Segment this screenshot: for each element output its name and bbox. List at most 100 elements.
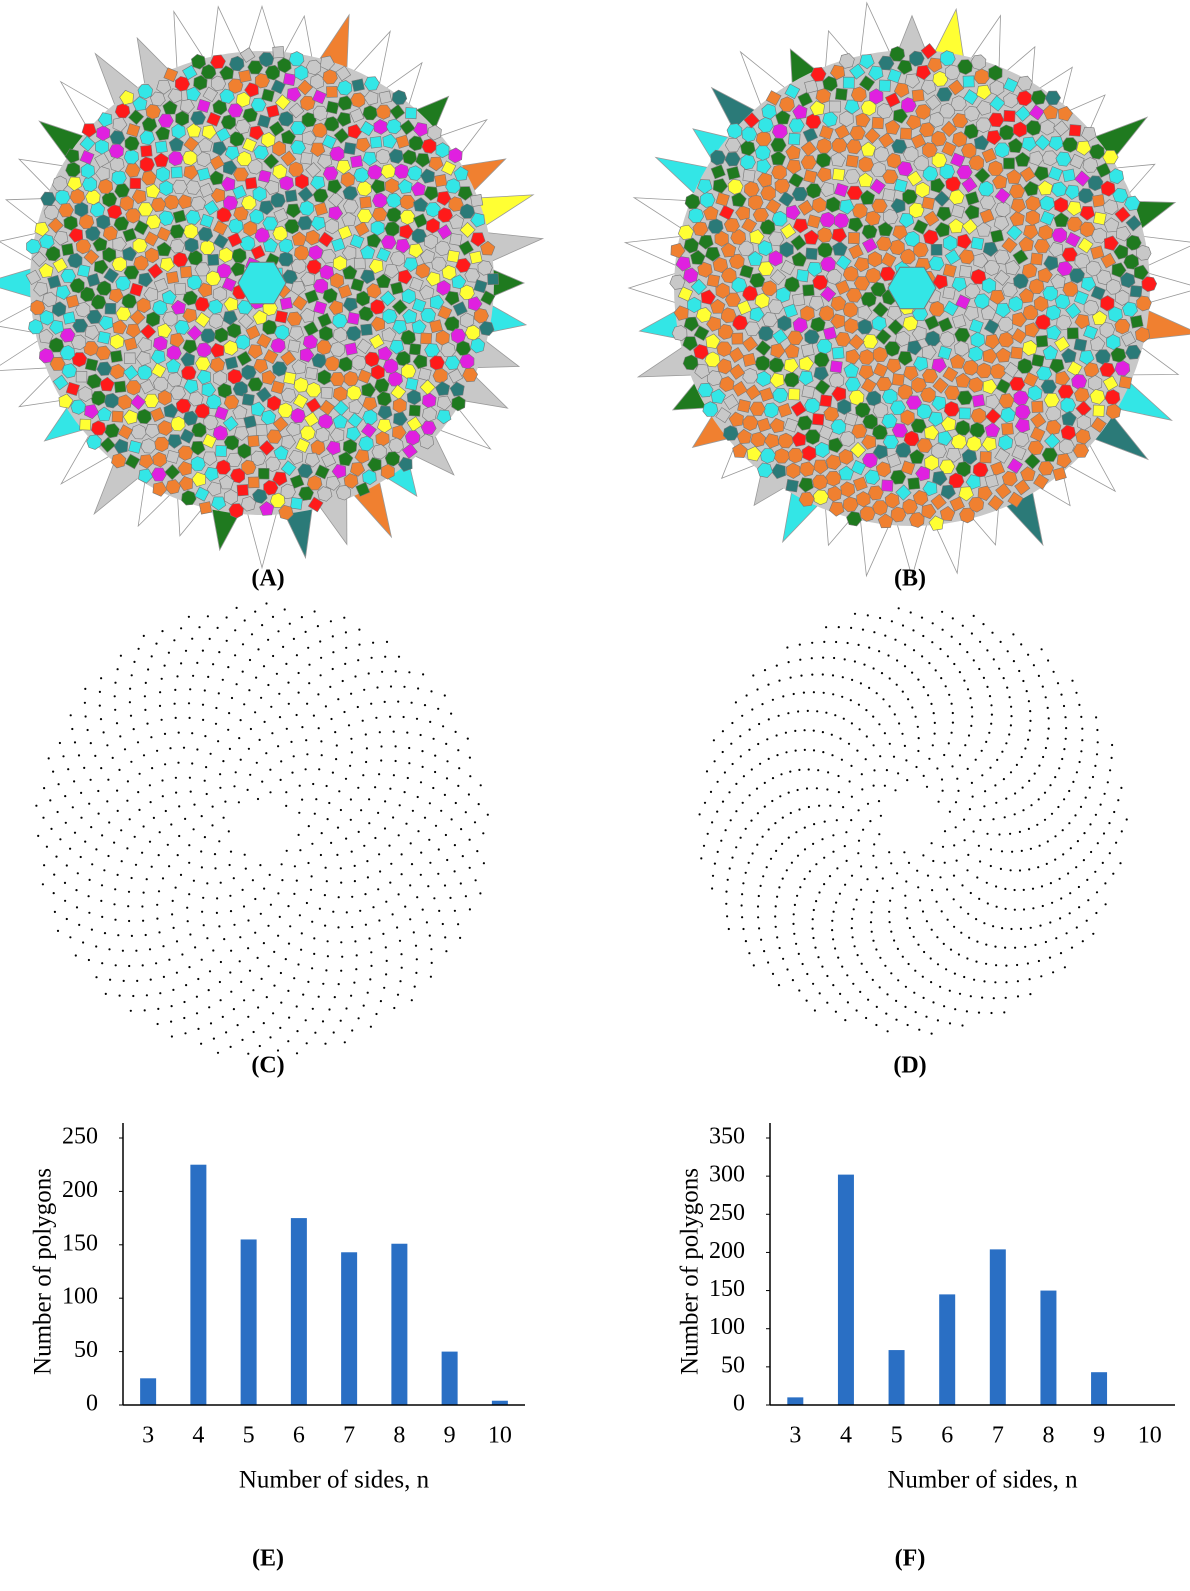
panel-label: (D) bbox=[893, 1053, 926, 1079]
point bbox=[417, 687, 419, 689]
point bbox=[416, 718, 418, 720]
point bbox=[884, 635, 886, 637]
point bbox=[882, 698, 884, 700]
point bbox=[151, 655, 153, 657]
point bbox=[240, 719, 242, 721]
point bbox=[395, 760, 397, 762]
point bbox=[80, 817, 82, 819]
point bbox=[946, 888, 948, 890]
point bbox=[853, 908, 855, 910]
point bbox=[216, 897, 218, 899]
cell bbox=[409, 405, 420, 416]
point bbox=[164, 763, 166, 765]
point bbox=[465, 895, 467, 897]
point bbox=[868, 687, 870, 689]
point bbox=[277, 935, 279, 937]
point bbox=[808, 806, 810, 808]
point bbox=[1070, 847, 1072, 849]
cell bbox=[62, 243, 74, 255]
point bbox=[430, 976, 432, 978]
point bbox=[1019, 831, 1021, 833]
point bbox=[334, 731, 336, 733]
point bbox=[803, 692, 805, 694]
point bbox=[265, 752, 267, 754]
point bbox=[789, 771, 791, 773]
illustrations bbox=[0, 3, 1190, 1055]
point bbox=[832, 834, 834, 836]
cell bbox=[248, 435, 260, 447]
point bbox=[103, 731, 105, 733]
y-axis-title: Number of polygons bbox=[677, 1168, 704, 1375]
point bbox=[1080, 806, 1082, 808]
point bbox=[985, 741, 987, 743]
point bbox=[367, 992, 369, 994]
point bbox=[745, 828, 747, 830]
point bbox=[88, 959, 90, 961]
point bbox=[1014, 889, 1016, 891]
point bbox=[959, 993, 961, 995]
point bbox=[350, 798, 352, 800]
point bbox=[70, 714, 72, 716]
cell bbox=[908, 478, 920, 490]
point bbox=[757, 812, 759, 814]
point bbox=[370, 1026, 372, 1028]
y-tick-label: 300 bbox=[709, 1162, 745, 1188]
point bbox=[1045, 941, 1047, 943]
point bbox=[170, 823, 172, 825]
point bbox=[101, 916, 103, 918]
point bbox=[925, 1016, 927, 1018]
point bbox=[215, 707, 217, 709]
point bbox=[291, 772, 293, 774]
point bbox=[812, 843, 814, 845]
cell bbox=[471, 194, 483, 206]
point bbox=[991, 714, 993, 716]
point bbox=[288, 703, 290, 705]
cell bbox=[883, 189, 896, 202]
point bbox=[779, 947, 781, 949]
point bbox=[975, 918, 977, 920]
point bbox=[201, 959, 203, 961]
point bbox=[1087, 899, 1089, 901]
point bbox=[332, 772, 334, 774]
point bbox=[257, 648, 259, 650]
point bbox=[845, 831, 847, 833]
point bbox=[305, 768, 307, 770]
point bbox=[867, 803, 869, 805]
point bbox=[768, 718, 770, 720]
point bbox=[308, 825, 310, 827]
point bbox=[129, 701, 131, 703]
point bbox=[305, 1019, 307, 1021]
cell bbox=[141, 145, 153, 157]
point bbox=[277, 1049, 279, 1051]
point bbox=[242, 671, 244, 673]
cell bbox=[848, 232, 859, 243]
point bbox=[861, 773, 863, 775]
point bbox=[401, 853, 403, 855]
point bbox=[714, 863, 716, 865]
point bbox=[949, 1022, 951, 1024]
cell bbox=[1063, 169, 1076, 182]
point bbox=[778, 984, 780, 986]
point bbox=[175, 792, 177, 794]
point bbox=[403, 716, 405, 718]
point bbox=[1006, 687, 1008, 689]
point bbox=[812, 928, 814, 930]
point bbox=[285, 805, 287, 807]
cell bbox=[289, 162, 304, 177]
cell bbox=[105, 303, 116, 314]
point bbox=[907, 1024, 909, 1026]
cell bbox=[1092, 195, 1105, 208]
point bbox=[121, 860, 123, 862]
point bbox=[787, 712, 789, 714]
point bbox=[852, 983, 854, 985]
cell bbox=[743, 353, 756, 366]
point bbox=[978, 898, 980, 900]
point bbox=[465, 811, 467, 813]
point bbox=[66, 864, 68, 866]
point bbox=[438, 910, 440, 912]
point bbox=[191, 732, 193, 734]
point bbox=[363, 689, 365, 691]
point bbox=[227, 729, 229, 731]
point bbox=[157, 1008, 159, 1010]
point bbox=[368, 798, 370, 800]
